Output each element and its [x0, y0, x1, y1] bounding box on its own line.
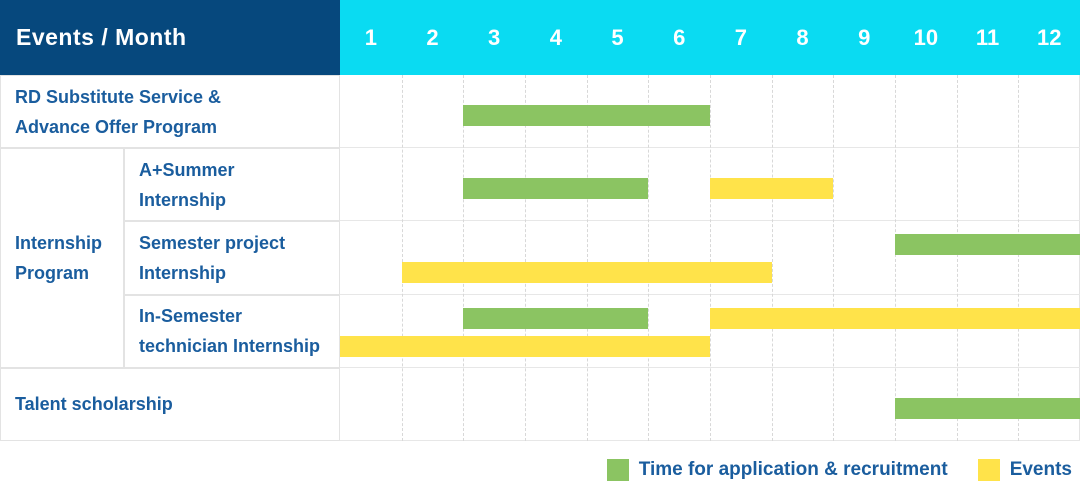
row-label-in-semester-technician: In-Semester technician Internship [124, 294, 340, 368]
row-label-line: RD Substitute Service & [15, 86, 222, 107]
month-header-cell-6: 6 [673, 24, 686, 50]
gantt-bar-application [895, 234, 1080, 256]
month-header-cell-3: 3 [488, 24, 501, 50]
group-label-internship-program: Internship Program [0, 148, 124, 368]
corner-header: Events / Month [0, 0, 340, 75]
legend-item-application: Time for application & recruitment [606, 459, 948, 481]
month-header-cell-5: 5 [611, 24, 624, 50]
column-gridline [401, 75, 403, 441]
row-label-semester-project: Semester project Internship [124, 221, 340, 295]
legend: Time for application & recruitment Event… [606, 459, 1072, 481]
row-label-talent-scholarship: Talent scholarship [0, 367, 340, 441]
gantt-chart: Events / Month 1 2 3 4 5 6 7 8 9 10 11 12 RD Substi… [0, 0, 1080, 441]
gantt-bar-application [463, 307, 649, 329]
column-gridline [586, 75, 588, 441]
column-gridline [1018, 75, 1020, 441]
gantt-bar-event [340, 335, 710, 357]
legend-item-events: Events [977, 459, 1072, 481]
column-gridline [895, 75, 896, 441]
month-header-cell-12: 12 [1036, 24, 1062, 50]
legend-label-events: Events [1009, 459, 1072, 480]
month-header-cell-11: 11 [975, 24, 1000, 50]
column-gridline [525, 75, 526, 441]
group-label-line: Internship [15, 232, 103, 253]
row-label-rd-substitute: RD Substitute Service & Advance Offer Pr… [0, 75, 340, 149]
legend-label-application: Time for application & recruitment [638, 459, 948, 480]
column-gridline [710, 75, 711, 441]
gantt-body [340, 75, 1080, 441]
row-label-line: Advance Offer Program [15, 116, 218, 137]
column-gridline [833, 75, 835, 441]
month-header: 1 2 3 4 5 6 7 8 9 10 11 12 [340, 0, 1080, 75]
group-label-line: Program [15, 262, 90, 283]
row-label-line: In-Semester [139, 306, 243, 327]
month-header-cell-10: 10 [913, 24, 939, 50]
month-header-cell-1: 1 [364, 24, 377, 50]
row-label-line: Internship [139, 189, 227, 210]
legend-swatch-events-icon [977, 459, 1000, 481]
month-header-cell-2: 2 [426, 24, 439, 50]
gantt-bar-event [710, 178, 834, 200]
legend-swatch-application-icon [606, 459, 629, 481]
corner-header-label: Events / Month [16, 24, 187, 50]
row-label-line: technician Internship [139, 336, 321, 357]
row-label-a-plus-summer: A+Summer Internship [124, 148, 340, 222]
gantt-bar-event [401, 262, 772, 284]
column-gridline [463, 75, 465, 441]
month-header-cell-9: 9 [858, 24, 871, 50]
column-gridline [956, 75, 958, 441]
column-gridline [648, 75, 650, 441]
column-gridline [771, 75, 773, 441]
row-label-line: Internship [139, 262, 227, 283]
gantt-bar-application [463, 178, 649, 200]
gantt-bar-application [895, 397, 1080, 419]
gantt-bar-application [463, 105, 710, 126]
row-label-line: Semester project [139, 232, 286, 253]
month-header-cell-7: 7 [734, 24, 747, 50]
row-label-line: A+Summer [139, 159, 235, 180]
month-header-cell-8: 8 [796, 24, 809, 50]
gantt-bar-event [710, 307, 1080, 329]
row-label-line: Talent scholarship [15, 394, 173, 415]
month-header-cell-4: 4 [549, 24, 562, 50]
